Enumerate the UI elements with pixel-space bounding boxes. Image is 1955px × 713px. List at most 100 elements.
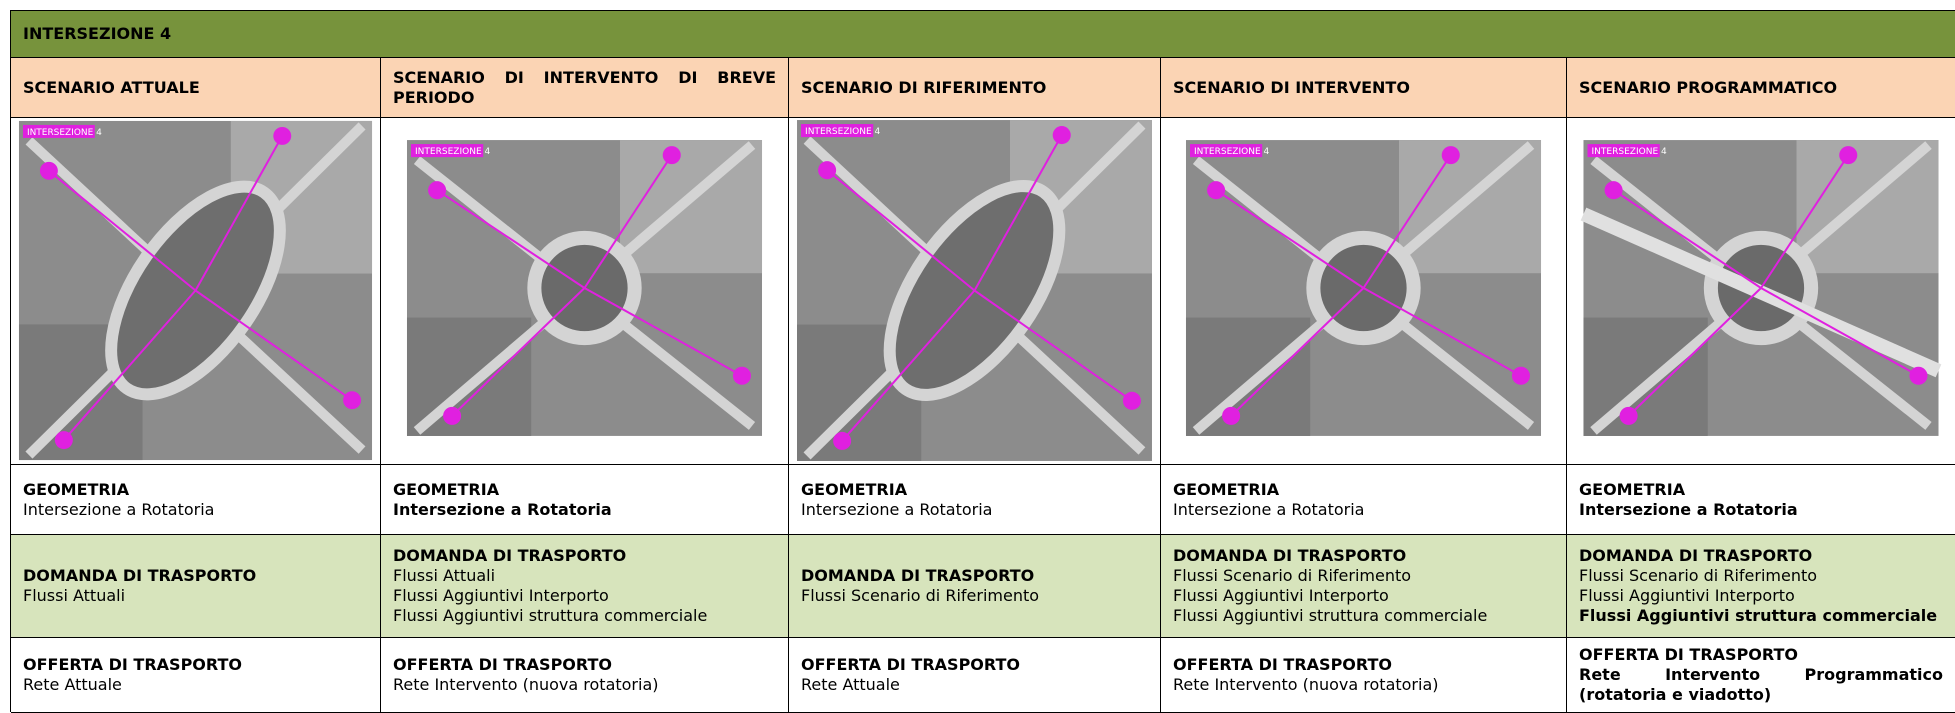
domanda-line: Flussi Attuali — [393, 566, 496, 585]
domanda-line: Flussi Scenario di Riferimento — [1173, 566, 1412, 585]
flow-line — [194, 135, 284, 291]
geometria-line: Intersezione a Rotatoria — [801, 499, 993, 519]
offerta-line: Rete Attuale — [801, 675, 900, 694]
node-marker — [1441, 146, 1460, 165]
flow-line — [1613, 189, 1762, 289]
table: INTERSEZIONE 4 SCENARIO ATTUALE INTERSEZI… — [10, 10, 1955, 713]
node-marker — [1604, 181, 1623, 200]
node-marker — [1122, 391, 1141, 410]
column-header: SCENARIO ATTUALE — [11, 58, 381, 118]
node-marker — [1839, 146, 1858, 165]
domanda-line: Flussi Aggiuntivi Interporto — [1173, 586, 1389, 605]
domanda-line: Flussi Aggiuntivi Interporto — [393, 586, 609, 605]
image-label: INTERSEZIONE 4 — [1592, 147, 1668, 157]
image-label-bg — [1189, 144, 1263, 158]
geometria-cell: GEOMETRIA Intersezione a Rotatoria — [381, 465, 789, 535]
column-header: SCENARIO DI INTERVENTO — [1161, 58, 1567, 118]
image-label: INTERSEZIONE 4 — [415, 147, 491, 157]
aerial-image: INTERSEZIONE 4 — [18, 120, 373, 461]
offerta-line: Rete Intervento (nuova rotatoria) — [393, 675, 659, 694]
domanda-line: Flussi Aggiuntivi Interporto — [1579, 586, 1795, 605]
image-label: INTERSEZIONE 4 — [805, 127, 881, 137]
geometria-cell: GEOMETRIA Intersezione a Rotatoria — [1161, 465, 1567, 535]
node-marker — [1222, 406, 1241, 425]
image-label-bg — [801, 124, 874, 138]
domanda-line: Flussi Attuali — [23, 586, 126, 605]
flow-line — [1362, 154, 1452, 289]
geometria-heading: GEOMETRIA — [1173, 479, 1280, 499]
node-marker — [1909, 366, 1928, 385]
node-marker — [732, 366, 751, 385]
geometria-heading: GEOMETRIA — [393, 479, 500, 499]
domanda-line: Flussi Aggiuntivi struttura commerciale — [393, 606, 708, 625]
aerial-image: INTERSEZIONE 4 — [797, 120, 1152, 461]
offerta-cell: OFFERTA DI TRASPORTO Rete Attuale — [11, 638, 381, 713]
node-marker — [428, 181, 447, 200]
node-marker — [833, 431, 852, 450]
aerial-image-cell: INTERSEZIONE 4 — [381, 118, 789, 465]
node-marker — [1207, 181, 1226, 200]
offerta-line: Rete Intervento (nuova rotatoria) — [1173, 675, 1439, 694]
node-marker — [1511, 366, 1530, 385]
domanda-heading: DOMANDA DI TRASPORTO — [1579, 546, 1813, 565]
image-label-bg — [1587, 144, 1660, 158]
node-marker — [443, 406, 462, 425]
flow-line — [451, 287, 586, 417]
flow-line — [584, 287, 743, 377]
flow-line — [194, 289, 353, 402]
image-label-bg — [410, 144, 484, 158]
domanda-heading: DOMANDA DI TRASPORTO — [393, 546, 627, 565]
aerial-image: INTERSEZIONE 4 — [406, 140, 763, 436]
offerta-heading: OFFERTA DI TRASPORTO — [23, 655, 243, 674]
domanda-cell: DOMANDA DI TRASPORTO Flussi Attuali — [11, 535, 381, 638]
domanda-line: Flussi Aggiuntivi struttura commerciale — [1173, 606, 1488, 625]
geometria-line: Intersezione a Rotatoria — [1173, 499, 1365, 519]
node-marker — [39, 161, 58, 180]
flow-line — [436, 189, 586, 289]
viaduct — [1580, 207, 1942, 378]
flow-line — [1760, 287, 1919, 377]
geometria-heading: GEOMETRIA — [1579, 479, 1686, 499]
node-marker — [273, 126, 292, 145]
offerta-heading: OFFERTA DI TRASPORTO — [393, 655, 613, 674]
node-marker — [54, 431, 73, 450]
domanda-line: Flussi Aggiuntivi struttura commerciale — [1579, 606, 1938, 625]
flow-line — [1230, 287, 1365, 417]
domanda-heading: DOMANDA DI TRASPORTO — [1173, 546, 1407, 565]
flow-line — [973, 134, 1063, 291]
aerial-image: INTERSEZIONE 4 — [1580, 140, 1942, 436]
geometria-cell: GEOMETRIA Intersezione a Rotatoria — [789, 465, 1161, 535]
offerta-line: Rete Attuale — [23, 675, 122, 694]
image-label: INTERSEZIONE 4 — [1194, 147, 1270, 157]
domanda-line: Flussi Scenario di Riferimento — [801, 586, 1040, 605]
aerial-image-cell: INTERSEZIONE 4 — [11, 118, 381, 465]
image-label: INTERSEZIONE 4 — [27, 128, 102, 138]
domanda-heading: DOMANDA DI TRASPORTO — [801, 566, 1035, 585]
domanda-cell: DOMANDA DI TRASPORTO Flussi Attuali Flussi… — [381, 535, 789, 638]
domanda-line: Flussi Scenario di Riferimento — [1579, 566, 1818, 585]
geometria-cell: GEOMETRIA Intersezione a Rotatoria — [11, 465, 381, 535]
offerta-heading: OFFERTA DI TRASPORTO — [801, 655, 1021, 674]
aerial-image: INTERSEZIONE 4 — [1185, 140, 1542, 436]
domanda-cell: DOMANDA DI TRASPORTO Flussi Scenario di R… — [1567, 535, 1955, 638]
flow-line — [826, 169, 976, 292]
flow-line — [48, 170, 197, 292]
aerial-image-cell: INTERSEZIONE 4 — [789, 118, 1161, 465]
flow-line — [841, 289, 976, 442]
offerta-cell: OFFERTA DI TRASPORTO Rete Intervento (nuo… — [1161, 638, 1567, 713]
geometria-heading: GEOMETRIA — [23, 479, 130, 499]
column-header: SCENARIO DI INTERVENTO DI BREVE PERIODO — [381, 58, 789, 118]
flow-line — [583, 154, 673, 289]
offerta-cell: OFFERTA DI TRASPORTO Rete Intervento (nuo… — [381, 638, 789, 713]
node-marker — [1052, 126, 1071, 145]
node-marker — [1619, 406, 1638, 425]
aerial-image-cell: INTERSEZIONE 4 — [1161, 118, 1567, 465]
geometria-line: Intersezione a Rotatoria — [23, 499, 215, 519]
image-label-bg — [22, 124, 95, 138]
table-title: INTERSEZIONE 4 — [11, 11, 1955, 58]
flow-line — [1760, 154, 1850, 289]
flow-line — [973, 289, 1133, 402]
domanda-cell: DOMANDA DI TRASPORTO Flussi Scenario di R… — [1161, 535, 1567, 638]
offerta-heading: OFFERTA DI TRASPORTO — [1579, 645, 1799, 664]
flow-line — [63, 289, 197, 441]
